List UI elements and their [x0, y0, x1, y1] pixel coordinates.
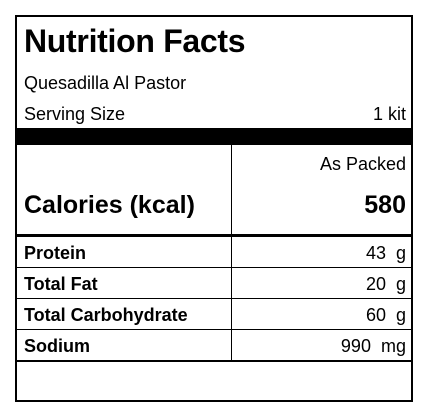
row-divider [17, 267, 411, 268]
nutrient-name: Total Carbohydrate [24, 305, 188, 325]
nutrient-name: Total Fat [24, 274, 98, 294]
nutrient-row-total-carbohydrate: Total Carbohydrate 60 g [17, 299, 411, 329]
serving-size-label: Serving Size [24, 104, 126, 124]
row-divider [17, 298, 411, 299]
bottom-divider [17, 360, 411, 362]
row-divider [17, 329, 411, 330]
nutrient-row-protein: Protein 43 g [17, 237, 411, 267]
column-header-as-packed: As Packed [319, 154, 406, 174]
calories-divider [17, 234, 411, 237]
thick-divider [17, 128, 411, 145]
nutrient-name: Protein [24, 243, 87, 263]
nutrient-name: Sodium [24, 336, 90, 356]
nutrient-amount: 20 g [365, 274, 406, 294]
column-divider [231, 145, 232, 360]
label-title: Nutrition Facts [24, 23, 246, 59]
nutrient-amount: 43 g [365, 243, 406, 263]
product-name: Quesadilla Al Pastor [24, 73, 187, 93]
nutrient-row-sodium: Sodium 990 mg [17, 330, 411, 360]
calories-value: 580 [364, 191, 406, 219]
serving-size-value: 1 kit [372, 104, 406, 124]
nutrition-facts-panel: Nutrition Facts Quesadilla Al Pastor Ser… [15, 15, 413, 402]
nutrient-amount: 60 g [365, 305, 406, 325]
calories-label: Calories (kcal) [24, 191, 195, 219]
nutrient-row-total-fat: Total Fat 20 g [17, 268, 411, 298]
nutrient-amount: 990 mg [340, 336, 406, 356]
